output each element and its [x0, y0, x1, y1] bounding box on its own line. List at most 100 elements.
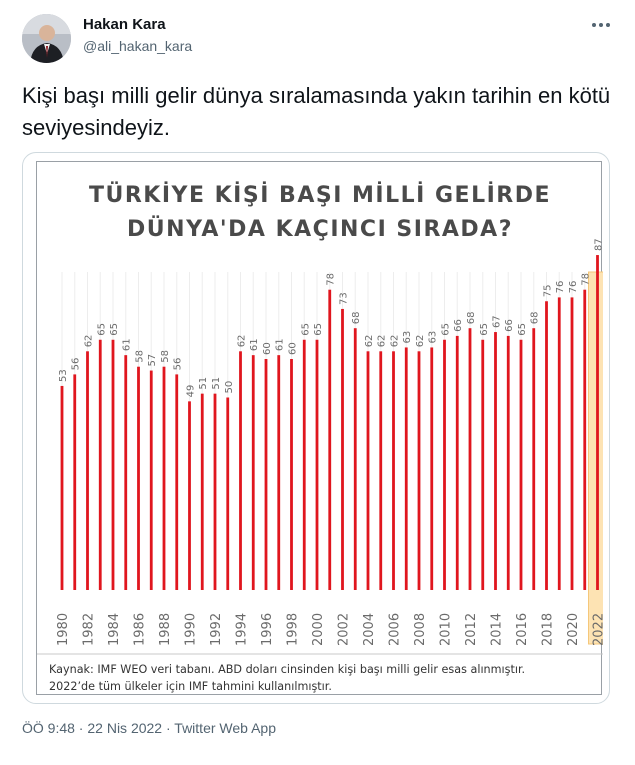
bar-2004 — [366, 351, 370, 590]
bar-2019 — [557, 297, 561, 590]
x-tick-2002: 2002 — [337, 613, 352, 646]
bar-2017 — [532, 328, 536, 590]
data-label-2021: 78 — [581, 273, 592, 286]
x-tick-1992: 1992 — [209, 613, 224, 646]
more-options-button[interactable] — [590, 14, 612, 36]
x-tick-1986: 1986 — [133, 613, 148, 646]
data-label-1980: 53 — [58, 369, 69, 382]
data-label-1982: 62 — [84, 335, 95, 348]
source-line1: Kaynak: IMF WEO veri tabanı. ABD doları … — [49, 663, 525, 676]
data-label-1990: 49 — [186, 385, 197, 398]
bar-2001 — [328, 289, 332, 590]
x-tick-1996: 1996 — [260, 613, 275, 646]
data-label-1987: 57 — [147, 354, 158, 367]
bar-1998 — [290, 359, 293, 590]
data-label-2014: 67 — [492, 315, 503, 328]
data-label-2017: 68 — [530, 311, 541, 324]
x-tick-2010: 2010 — [439, 613, 454, 646]
chart-image: TÜRKİYE KİŞİ BAŞI MİLLİ GELİRDE DÜNYA'DA… — [36, 161, 603, 695]
bar-chart: TÜRKİYE KİŞİ BAŞI MİLLİ GELİRDE DÜNYA'DA… — [37, 182, 603, 693]
data-label-1986: 58 — [135, 350, 146, 363]
bar-2013 — [481, 339, 485, 590]
data-label-1999: 65 — [300, 323, 311, 336]
bar-1988 — [162, 366, 166, 590]
bar-2021 — [583, 289, 587, 590]
bar-1999 — [302, 339, 306, 590]
data-label-1996: 60 — [262, 342, 273, 355]
bar-2018 — [545, 301, 548, 590]
bar-2005 — [379, 351, 383, 590]
bar-2022 — [596, 255, 599, 591]
x-tick-2018: 2018 — [541, 613, 556, 646]
data-label-2013: 65 — [479, 323, 490, 336]
highlight-band — [588, 271, 603, 645]
chart-title-line2: DÜNYA'DA KAÇINCI SIRADA? — [127, 216, 513, 242]
x-tick-2014: 2014 — [490, 613, 505, 646]
tweet-source[interactable]: Twitter Web App — [174, 720, 276, 736]
data-label-2005: 62 — [377, 335, 388, 348]
data-label-2012: 68 — [466, 311, 477, 324]
tweet-time[interactable]: ÖÖ 9:48 — [22, 720, 75, 736]
bar-2020 — [570, 297, 574, 590]
data-label-2019: 76 — [555, 281, 566, 294]
x-tick-labels: 1980 1982 1984 1986 1988 1990 1992 1994 1996 1998… — [56, 613, 603, 646]
bar-2003 — [353, 328, 357, 590]
data-label-2011: 66 — [453, 319, 464, 332]
data-label-1997: 61 — [275, 338, 286, 351]
bar-2006 — [392, 351, 395, 590]
x-tick-1982: 1982 — [82, 613, 97, 646]
x-tick-1988: 1988 — [158, 613, 173, 646]
chart-title-line1: TÜRKİYE KİŞİ BAŞI MİLLİ GELİRDE — [89, 182, 551, 208]
bar-1987 — [149, 370, 153, 590]
data-label-2001: 78 — [326, 273, 337, 286]
x-tick-2020: 2020 — [566, 613, 581, 646]
data-label-2018: 75 — [543, 285, 554, 298]
x-tick-1994: 1994 — [235, 613, 250, 646]
x-tick-2000: 2000 — [311, 613, 326, 646]
more-icon — [592, 23, 610, 27]
bar-2008 — [417, 351, 421, 590]
bar-2012 — [468, 328, 472, 590]
data-label-1983: 65 — [96, 323, 107, 336]
data-label-2000: 65 — [313, 323, 324, 336]
bar-2007 — [404, 347, 408, 590]
data-label-1989: 56 — [173, 358, 184, 371]
data-label-1988: 58 — [160, 350, 171, 363]
bar-1991 — [200, 393, 204, 590]
data-label-1992: 51 — [211, 377, 222, 390]
bar-2011 — [455, 335, 459, 590]
bar-1997 — [277, 355, 281, 590]
author-name[interactable]: Hakan Kara — [83, 16, 166, 33]
x-tick-1998: 1998 — [286, 613, 301, 646]
x-tick-2022: 2022 — [592, 613, 604, 646]
avatar[interactable] — [22, 14, 71, 63]
bar-2015 — [506, 335, 510, 590]
bar-1986 — [137, 366, 140, 590]
tweet-date[interactable]: 22 Nis 2022 — [87, 720, 163, 736]
meta-separator: · — [74, 720, 88, 736]
data-label-2002: 73 — [339, 292, 350, 305]
x-tick-2004: 2004 — [362, 613, 377, 646]
data-label-1995: 61 — [249, 338, 260, 351]
x-tick-2012: 2012 — [464, 613, 479, 646]
data-label-2020: 76 — [568, 281, 579, 294]
tweet-meta: ÖÖ 9:48 · 22 Nis 2022 · Twitter Web App — [22, 720, 276, 736]
bar-1990 — [188, 401, 191, 590]
bar-1996 — [264, 359, 268, 590]
bar-2016 — [519, 339, 523, 590]
bar-1989 — [175, 374, 179, 590]
data-label-1985: 61 — [122, 338, 133, 351]
source-line2: 2022’de tüm ülkeler için IMF tahmini kul… — [49, 680, 332, 693]
bar-1993 — [226, 397, 230, 590]
data-label-2009: 63 — [428, 331, 439, 344]
bar-2002 — [341, 308, 344, 590]
x-tick-2006: 2006 — [388, 613, 403, 646]
data-label-2003: 68 — [351, 311, 362, 324]
bar-2014 — [494, 332, 497, 590]
tweet-media[interactable]: TÜRKİYE KİŞİ BAŞI MİLLİ GELİRDE DÜNYA'DA… — [22, 152, 610, 704]
highlight-band-2022 — [588, 271, 603, 645]
author-handle[interactable]: @ali_hakan_kara — [83, 38, 193, 54]
data-label-1994: 62 — [237, 335, 248, 348]
data-label-2004: 62 — [364, 335, 375, 348]
